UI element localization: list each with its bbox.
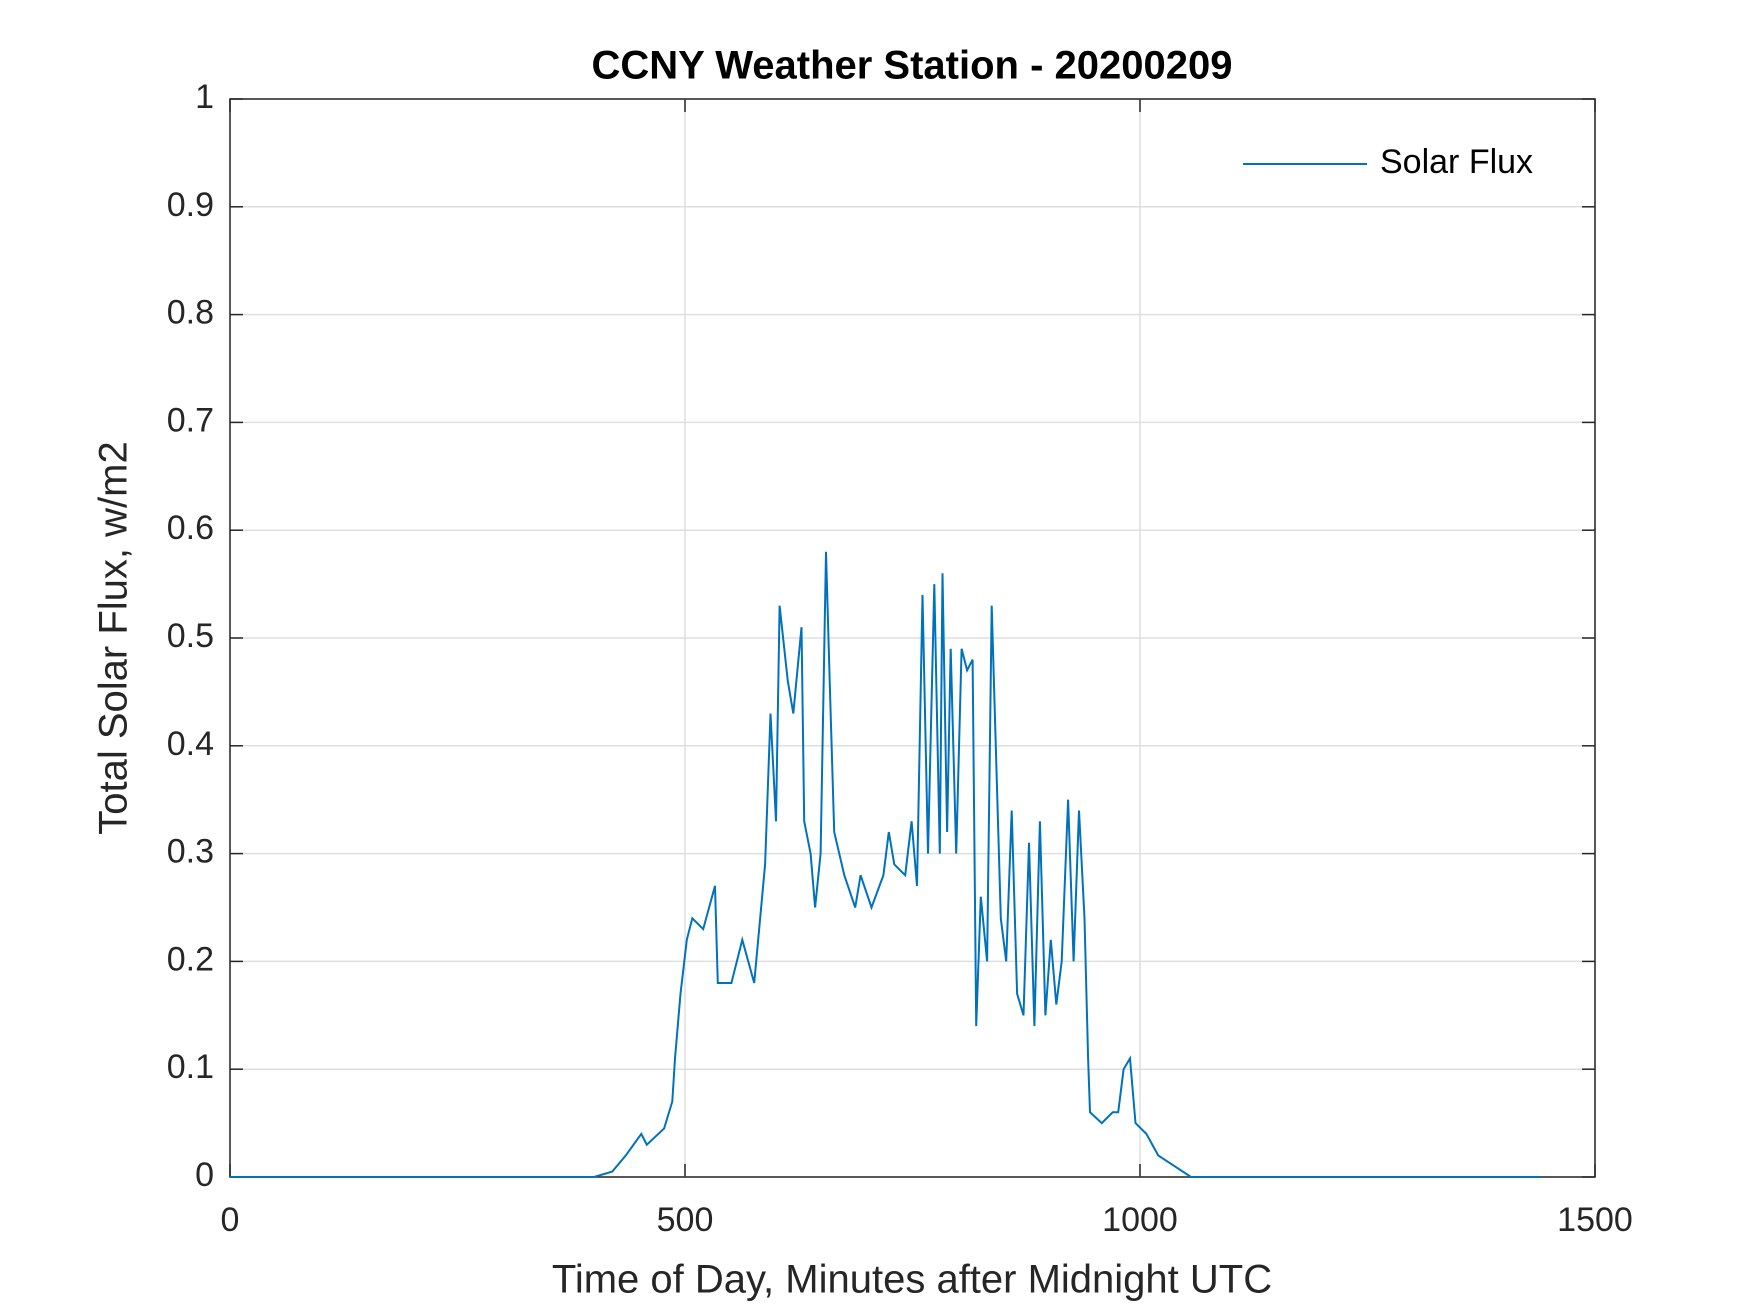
y-axis-label: Total Solar Flux, w/m2	[92, 441, 136, 834]
y-tick-label: 0.9	[167, 186, 214, 224]
chart-title: CCNY Weather Station - 20200209	[592, 44, 1233, 88]
y-tick-label: 0.1	[167, 1048, 214, 1086]
data-line	[230, 551, 1541, 1178]
x-tick-label: 1500	[1557, 1201, 1633, 1239]
y-tick-label: 0.4	[167, 725, 214, 763]
x-tick-label: 0	[221, 1201, 240, 1239]
y-tick-label: 0.3	[167, 833, 214, 871]
x-tick-label: 1000	[1102, 1201, 1178, 1239]
legend-label: Solar Flux	[1380, 143, 1533, 181]
y-tick-label: 1	[195, 78, 214, 116]
y-tick-label: 0.5	[167, 617, 214, 655]
y-tick-label: 0.8	[167, 294, 214, 332]
plot-frame	[229, 98, 1596, 1178]
y-tick-label: 0.2	[167, 940, 214, 978]
y-tick-label: 0.7	[167, 401, 214, 439]
x-axis-label: Time of Day, Minutes after Midnight UTC	[552, 1258, 1272, 1302]
y-tick-label: 0	[195, 1156, 214, 1194]
x-tick-label: 500	[657, 1201, 714, 1239]
y-tick-label: 0.6	[167, 509, 214, 547]
